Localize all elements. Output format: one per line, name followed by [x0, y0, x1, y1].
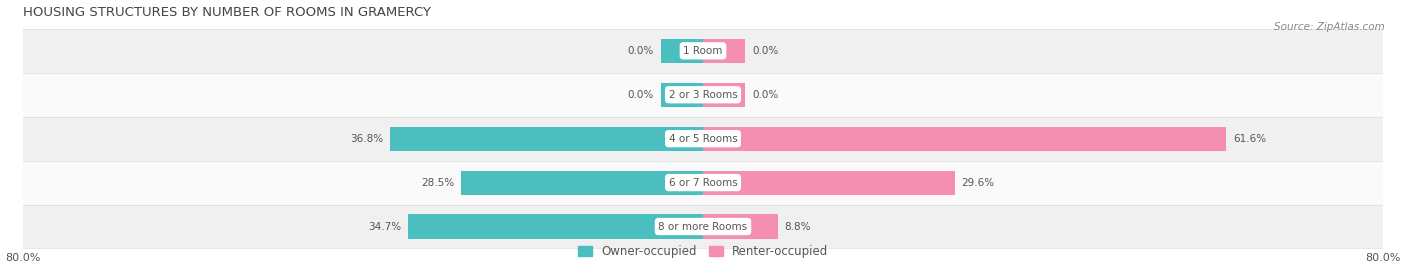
Text: Source: ZipAtlas.com: Source: ZipAtlas.com	[1274, 22, 1385, 31]
Bar	[703, 171, 955, 195]
Bar	[24, 117, 1382, 161]
Text: 0.0%: 0.0%	[752, 90, 779, 100]
Bar	[703, 39, 745, 63]
Legend: Owner-occupied, Renter-occupied: Owner-occupied, Renter-occupied	[572, 240, 834, 263]
Bar	[703, 214, 778, 239]
Text: 36.8%: 36.8%	[350, 134, 384, 144]
Bar	[461, 171, 703, 195]
Text: 61.6%: 61.6%	[1233, 134, 1267, 144]
Text: 28.5%: 28.5%	[420, 178, 454, 187]
Bar	[24, 204, 1382, 249]
Bar	[703, 127, 1226, 151]
Bar	[24, 161, 1382, 204]
Bar	[408, 214, 703, 239]
Bar	[24, 29, 1382, 73]
Text: 0.0%: 0.0%	[752, 46, 779, 56]
Text: 8.8%: 8.8%	[785, 221, 811, 232]
Text: 0.0%: 0.0%	[627, 46, 654, 56]
Bar	[703, 83, 745, 107]
Text: 6 or 7 Rooms: 6 or 7 Rooms	[669, 178, 737, 187]
Bar	[661, 83, 703, 107]
Text: 34.7%: 34.7%	[368, 221, 401, 232]
Bar	[661, 39, 703, 63]
Text: 1 Room: 1 Room	[683, 46, 723, 56]
Text: 29.6%: 29.6%	[962, 178, 994, 187]
Text: 8 or more Rooms: 8 or more Rooms	[658, 221, 748, 232]
Bar	[391, 127, 703, 151]
Text: 4 or 5 Rooms: 4 or 5 Rooms	[669, 134, 737, 144]
Text: 2 or 3 Rooms: 2 or 3 Rooms	[669, 90, 737, 100]
Bar	[24, 73, 1382, 117]
Text: HOUSING STRUCTURES BY NUMBER OF ROOMS IN GRAMERCY: HOUSING STRUCTURES BY NUMBER OF ROOMS IN…	[24, 6, 432, 19]
Text: 0.0%: 0.0%	[627, 90, 654, 100]
